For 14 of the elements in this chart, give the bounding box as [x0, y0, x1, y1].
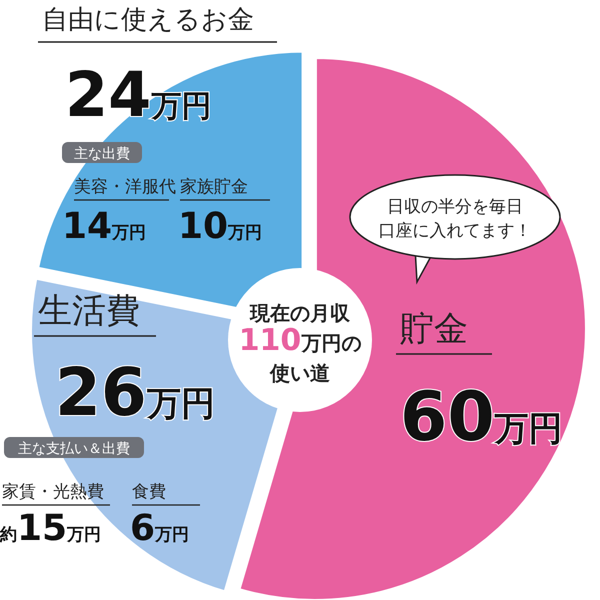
annotation: 6万円 [130, 508, 190, 549]
annotation: 口座に入れてます！ [378, 221, 532, 241]
annotation: 食費 [132, 482, 166, 502]
annotation: 10万円 [178, 206, 262, 247]
annotation: 家族貯金 [180, 177, 248, 197]
annotation: 主な支払い＆出費 [18, 441, 130, 457]
annotation: 日収の半分を毎日 [387, 197, 523, 217]
annotation: 美容・洋服代 [74, 177, 176, 197]
annotation: 14万円 [62, 206, 146, 247]
annotation: 主な出費 [74, 146, 130, 162]
title: 使い道 [270, 361, 330, 385]
title: 現在の月収 [250, 301, 350, 325]
annotation: 家賃・光熱費 [2, 482, 104, 502]
title: 110万円の [238, 323, 362, 358]
